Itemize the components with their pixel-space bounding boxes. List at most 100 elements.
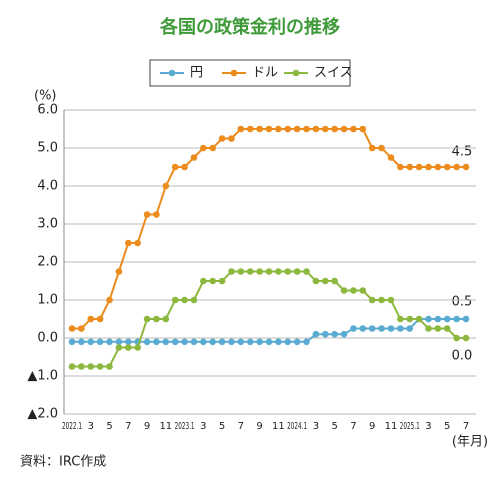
point bbox=[406, 163, 414, 171]
point bbox=[162, 182, 170, 190]
point bbox=[265, 338, 273, 346]
point bbox=[87, 338, 95, 346]
point bbox=[96, 338, 104, 346]
point bbox=[153, 338, 160, 346]
legend-label: スイス bbox=[314, 66, 353, 81]
legend-marker bbox=[230, 69, 238, 77]
point bbox=[181, 163, 188, 171]
point bbox=[162, 315, 170, 323]
legend-label: 円 bbox=[190, 66, 203, 81]
point bbox=[378, 144, 385, 152]
x-tick-label: 9 bbox=[144, 421, 150, 432]
x-tick-label: 7 bbox=[238, 421, 244, 432]
point bbox=[462, 315, 470, 323]
y-tick-label: 0.0 bbox=[37, 331, 58, 346]
point bbox=[265, 268, 273, 275]
point bbox=[218, 338, 226, 346]
point bbox=[256, 125, 263, 133]
point bbox=[124, 338, 132, 346]
point bbox=[368, 325, 376, 332]
point bbox=[312, 330, 320, 338]
point bbox=[78, 325, 85, 332]
point bbox=[406, 325, 414, 332]
point bbox=[415, 163, 423, 171]
point bbox=[406, 315, 414, 323]
point bbox=[321, 330, 329, 338]
y-tick-label: 3.0 bbox=[37, 217, 58, 232]
point bbox=[153, 315, 160, 323]
point bbox=[321, 277, 329, 285]
annotation: 0.0 bbox=[452, 349, 473, 364]
x-tick-label: 2023.1 bbox=[175, 421, 195, 432]
x-tick-label: 7 bbox=[125, 421, 131, 432]
legend-marker bbox=[292, 69, 300, 77]
point bbox=[246, 125, 254, 133]
point bbox=[265, 125, 273, 133]
y-tick-label: 5.0 bbox=[37, 141, 58, 156]
point bbox=[397, 325, 404, 332]
legend-marker bbox=[168, 69, 176, 77]
point bbox=[443, 315, 451, 323]
x-tick-label: 11 bbox=[159, 421, 172, 432]
annotation: 0.5 bbox=[452, 295, 473, 310]
point bbox=[96, 363, 104, 370]
point bbox=[359, 287, 367, 294]
x-tick-label: 11 bbox=[272, 421, 285, 432]
legend-label: ドル bbox=[252, 66, 278, 81]
point bbox=[275, 268, 282, 275]
point bbox=[425, 163, 432, 171]
y-tick-label: 2.0 bbox=[37, 255, 58, 270]
point bbox=[237, 125, 245, 133]
point bbox=[340, 330, 348, 338]
point bbox=[453, 334, 460, 342]
y-tick-label: ▲2.0 bbox=[27, 407, 58, 422]
point bbox=[171, 296, 179, 304]
point bbox=[209, 144, 217, 152]
point bbox=[200, 338, 207, 346]
point bbox=[237, 338, 245, 346]
x-tick-label: 5 bbox=[331, 421, 337, 432]
x-tick-label: 5 bbox=[106, 421, 112, 432]
point bbox=[293, 338, 301, 346]
point bbox=[181, 338, 188, 346]
x-tick-label: 2024.1 bbox=[287, 421, 307, 432]
point bbox=[190, 338, 198, 346]
point bbox=[284, 338, 292, 346]
source: 資料：IRC作成 bbox=[20, 455, 106, 470]
point bbox=[340, 125, 348, 133]
point bbox=[275, 125, 282, 133]
y-tick-label: 6.0 bbox=[37, 103, 58, 118]
point bbox=[462, 163, 470, 171]
x-tick-label: 9 bbox=[256, 421, 262, 432]
point bbox=[228, 268, 235, 275]
point bbox=[78, 363, 85, 370]
point bbox=[293, 125, 301, 133]
point bbox=[453, 163, 460, 171]
point bbox=[256, 268, 263, 275]
x-tick-label: 3 bbox=[425, 421, 431, 432]
point bbox=[303, 338, 310, 346]
point bbox=[368, 296, 376, 304]
point bbox=[171, 163, 179, 171]
point bbox=[171, 338, 179, 346]
point bbox=[387, 325, 395, 332]
point bbox=[134, 239, 141, 247]
x-tick-label: 3 bbox=[313, 421, 319, 432]
point bbox=[284, 125, 292, 133]
x-tick-label: 5 bbox=[219, 421, 225, 432]
point bbox=[200, 144, 207, 152]
point bbox=[415, 315, 423, 323]
point bbox=[218, 135, 226, 142]
point bbox=[218, 277, 226, 285]
point bbox=[200, 277, 207, 285]
point bbox=[321, 125, 329, 133]
point bbox=[209, 338, 217, 346]
point bbox=[425, 325, 432, 332]
point bbox=[115, 344, 123, 351]
point bbox=[293, 268, 301, 275]
point bbox=[350, 287, 357, 294]
point bbox=[425, 315, 432, 323]
point bbox=[68, 325, 76, 332]
y-unit: (%) bbox=[34, 89, 57, 104]
